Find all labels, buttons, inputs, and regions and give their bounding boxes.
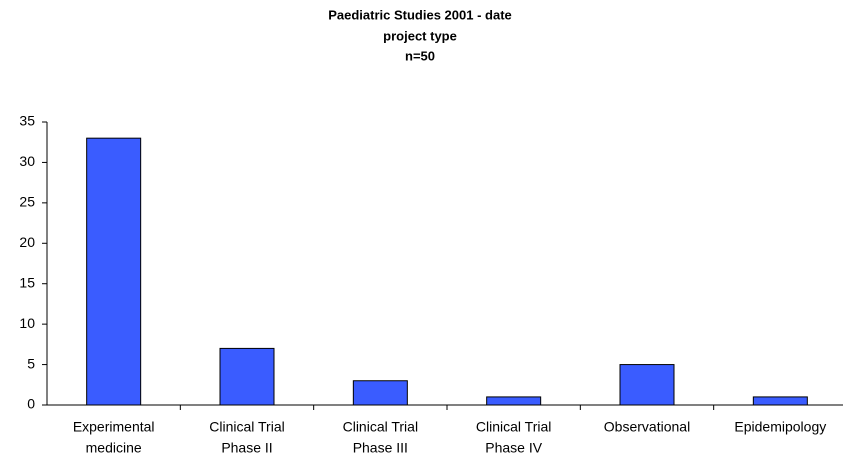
x-tick-label: Experimental xyxy=(73,419,155,435)
x-tick-label: Epidemipology xyxy=(734,419,826,435)
y-tick-label: 20 xyxy=(19,234,35,250)
x-tick-label: Phase III xyxy=(353,440,408,456)
y-tick-label: 0 xyxy=(27,396,35,412)
x-tick-label: medicine xyxy=(86,440,142,456)
chart-title: Paediatric Studies 2001 - date xyxy=(328,7,512,22)
x-tick-label: Phase II xyxy=(221,440,272,456)
bar xyxy=(352,380,408,406)
chart-subtitle: n=50 xyxy=(405,48,435,63)
x-tick-label: Clinical Trial xyxy=(209,419,284,435)
y-tick-label: 5 xyxy=(27,355,35,371)
bar xyxy=(486,396,542,406)
y-tick-label: 15 xyxy=(19,274,35,290)
y-tick-label: 25 xyxy=(19,194,35,210)
x-tick-label: Clinical Trial xyxy=(476,419,551,435)
bar xyxy=(219,347,275,406)
bar xyxy=(86,137,142,406)
x-tick-label: Clinical Trial xyxy=(343,419,418,435)
chart-subtitle: project type xyxy=(383,28,457,43)
bar xyxy=(752,396,808,406)
bar xyxy=(619,364,675,406)
y-tick-label: 10 xyxy=(19,315,35,331)
y-tick-label: 35 xyxy=(19,113,35,129)
x-tick-label: Observational xyxy=(604,419,690,435)
y-tick-label: 30 xyxy=(19,153,35,169)
x-tick-label: Phase IV xyxy=(485,440,542,456)
